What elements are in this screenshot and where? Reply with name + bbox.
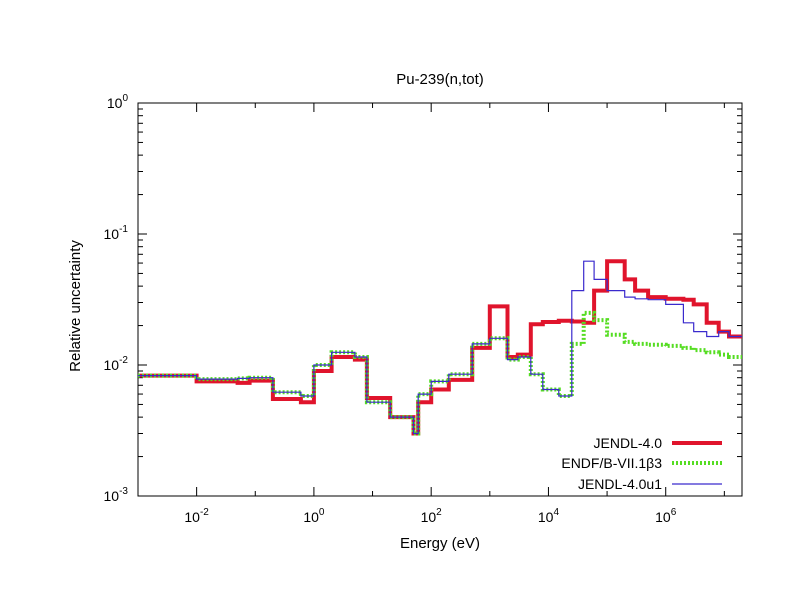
- x-tick-label-base: 10: [538, 509, 554, 525]
- x-tick-label-exp: 0: [319, 507, 325, 518]
- y-tick-label: 10-3: [104, 486, 129, 504]
- y-tick-label-base: 10: [107, 95, 123, 111]
- legend-label-2: ENDF/B-VII.1β3: [561, 455, 662, 471]
- y-tick-label-exp: -3: [119, 486, 128, 497]
- y-tick-label-exp: -1: [119, 224, 128, 235]
- legend-label-3: JENDL-4.0u1: [578, 476, 662, 492]
- y-tick-label-base: 10: [104, 488, 120, 504]
- x-tick-label-base: 10: [184, 509, 200, 525]
- y-tick-label-exp: 0: [122, 93, 128, 104]
- x-tick-label: 100: [303, 507, 325, 525]
- x-tick-label-base: 10: [421, 509, 437, 525]
- x-tick-label-base: 10: [303, 509, 319, 525]
- x-tick-label-exp: 4: [553, 507, 559, 518]
- y-tick-label-exp: -2: [119, 355, 128, 366]
- series-line-1: [138, 259, 742, 436]
- y-axis-label: Relative uncertainty: [67, 240, 84, 372]
- x-tick-label: 10-2: [184, 507, 209, 525]
- axis-ticks: [137, 103, 742, 497]
- chart-title: Pu-239(n,tot): [396, 71, 484, 88]
- x-tick-label: 104: [538, 507, 560, 525]
- y-tick-label: 10-2: [104, 355, 129, 373]
- x-axis-label: Energy (eV): [400, 535, 480, 552]
- y-tick-label-base: 10: [104, 226, 120, 242]
- x-tick-label: 106: [655, 507, 677, 525]
- x-tick-label: 102: [421, 507, 443, 525]
- plot-frame: [137, 102, 743, 497]
- y-tick-label: 100: [107, 93, 129, 111]
- y-tick-label: 10-1: [104, 224, 129, 242]
- x-tick-label-base: 10: [655, 509, 671, 525]
- x-tick-label-exp: 6: [671, 507, 677, 518]
- x-tick-label-exp: -2: [200, 507, 209, 518]
- series-line-2: [138, 310, 742, 436]
- series-line-3: [138, 260, 742, 435]
- series-layer: [138, 259, 742, 436]
- x-tick-label-exp: 2: [436, 507, 442, 518]
- legend: JENDL-4.0 ENDF/B-VII.1β3 JENDL-4.0u1: [561, 435, 722, 492]
- y-tick-label-base: 10: [104, 357, 120, 373]
- legend-label-1: JENDL-4.0: [594, 435, 663, 451]
